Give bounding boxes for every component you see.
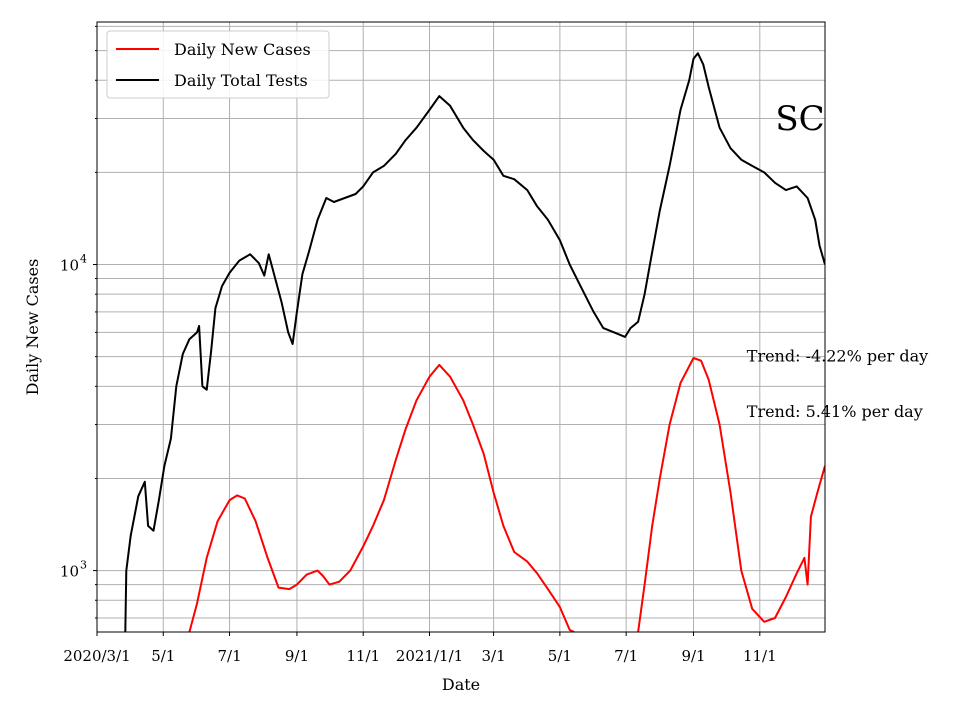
x-tick-label: 2020/3/1 bbox=[63, 647, 130, 665]
x-tick-label: 5/1 bbox=[548, 647, 572, 665]
series-line-daily-total-tests bbox=[124, 52, 825, 632]
y-tick-label: 10 bbox=[60, 257, 79, 275]
y-axis-label: Daily New Cases bbox=[23, 259, 42, 396]
x-tick-label: 9/1 bbox=[285, 647, 309, 665]
x-axis-label: Date bbox=[442, 675, 480, 694]
x-tick-label: 9/1 bbox=[681, 647, 705, 665]
x-tick-label: 5/1 bbox=[151, 647, 175, 665]
y-tick-exponent: 4 bbox=[80, 253, 87, 266]
ticks: 2020/3/1 5/1 7/1 9/1 11/1 2021/1/1 3/1 5/1 7/1 9/… bbox=[60, 25, 777, 665]
legend: Daily New Cases Daily Total Tests bbox=[106, 30, 330, 99]
grid bbox=[96, 22, 825, 632]
x-tick-label: 11/1 bbox=[346, 647, 380, 665]
series-line-daily-new-cases-1 bbox=[637, 357, 825, 632]
x-tick-label: 7/1 bbox=[217, 647, 241, 665]
x-tick-label: 7/1 bbox=[614, 647, 638, 665]
state-label: SC bbox=[775, 99, 824, 139]
x-tick-label: 3/1 bbox=[482, 647, 506, 665]
trend-annotation-1: Trend: -4.22% per day bbox=[747, 347, 928, 366]
legend-label-total-tests: Daily Total Tests bbox=[174, 71, 308, 90]
plot-frame bbox=[96, 21, 826, 633]
x-tick-label: 2021/1/1 bbox=[396, 647, 463, 665]
trend-annotation-2: Trend: 5.41% per day bbox=[747, 402, 923, 421]
y-tick-exponent: 3 bbox=[80, 559, 87, 572]
series-line-daily-new-cases-0 bbox=[188, 363, 575, 632]
series-group bbox=[124, 52, 825, 632]
legend-label-new-cases: Daily New Cases bbox=[174, 40, 311, 59]
y-tick-label: 10 bbox=[60, 563, 79, 581]
x-tick-label: 11/1 bbox=[743, 647, 777, 665]
legend-box bbox=[106, 30, 330, 99]
